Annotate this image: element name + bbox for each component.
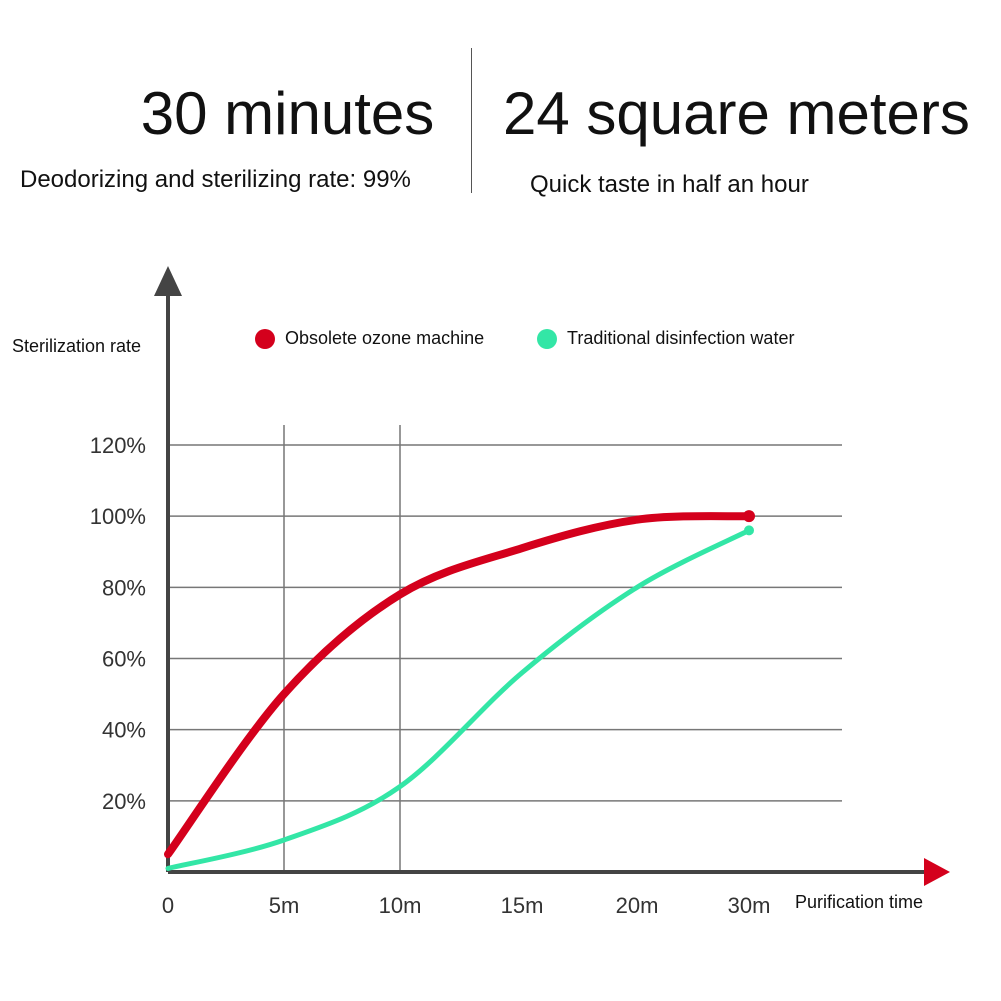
y-tick-label: 120%: [90, 433, 146, 458]
x-tick-label: 0: [162, 893, 174, 918]
legend-label-water: Traditional disinfection water: [567, 328, 795, 348]
headline-area-subtitle: Quick taste in half an hour: [530, 171, 809, 198]
legend-swatch-water: [537, 328, 557, 349]
y-axis-label: Sterilization rate: [12, 336, 142, 356]
x-tick-label: 5m: [269, 893, 300, 918]
headline-duration-subtitle: Deodorizing and sterilizing rate: 99%: [20, 166, 411, 193]
series-line-water: [165, 527, 752, 871]
y-tick-label: 40%: [102, 718, 146, 743]
legend-item-ozone: Obsolete ozone machine: [255, 328, 484, 349]
series-end-point-water: [744, 525, 754, 536]
y-tick-label: 60%: [102, 647, 146, 672]
y-tick-label: 100%: [90, 504, 146, 529]
headline-area: 24 square meters: [503, 80, 970, 147]
x-tick-label: 10m: [379, 893, 422, 918]
y-tick-label: 80%: [102, 575, 146, 600]
x-axis-arrow: [924, 858, 950, 886]
y-tick-label: 20%: [102, 789, 146, 814]
x-tick-label: 15m: [501, 893, 544, 918]
legend-swatch-ozone: [255, 328, 275, 349]
x-tick-label: 20m: [616, 893, 659, 918]
x-axis-label: Purification time: [795, 892, 924, 912]
header-divider: [471, 48, 472, 193]
headline-duration: 30 minutes: [140, 80, 435, 147]
x-tick-label: 30m: [728, 893, 771, 918]
series-line-ozone: [164, 512, 753, 859]
legend-label-ozone: Obsolete ozone machine: [285, 328, 485, 348]
y-axis-arrow: [154, 266, 182, 296]
legend-item-water: Traditional disinfection water: [537, 328, 794, 349]
series-end-point-ozone: [743, 510, 755, 523]
